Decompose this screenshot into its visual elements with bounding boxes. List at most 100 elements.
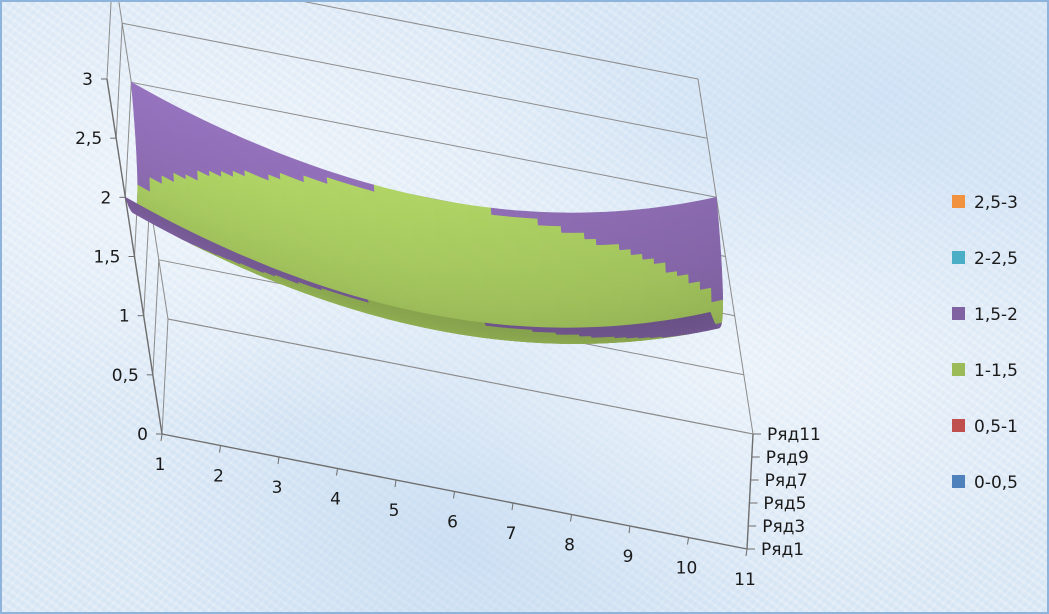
x-tick-label: 5	[389, 501, 400, 521]
surface-patch	[576, 300, 590, 306]
gridline	[106, 2, 699, 80]
surface-patch	[529, 271, 543, 279]
surface-patch	[528, 243, 541, 252]
surface-patch	[582, 219, 596, 227]
surface-patch	[616, 217, 630, 226]
surface-patch	[564, 283, 578, 289]
surface-patch	[565, 318, 579, 323]
surface-patch	[587, 326, 601, 331]
surface-patch	[539, 244, 553, 252]
x-tick-label: 9	[623, 547, 634, 567]
surface-patch	[537, 218, 551, 227]
x-tick-label: 8	[564, 536, 575, 556]
x-tick	[160, 433, 163, 442]
surface-patch	[575, 273, 588, 280]
surface-patch	[565, 308, 578, 313]
surface-patch	[610, 325, 623, 330]
z-tick-label: 0,5	[112, 366, 139, 386]
surface-patch	[540, 261, 554, 269]
x-tick-label: 10	[676, 559, 698, 579]
surface-patch	[513, 210, 527, 219]
surface-patch	[525, 218, 539, 226]
series-tick-label: Ряд7	[765, 471, 808, 491]
surface-patch	[552, 262, 565, 269]
surface-patch	[588, 304, 601, 310]
surface-patch	[577, 321, 590, 326]
x-tick-label: 4	[330, 490, 341, 510]
legend-swatch	[952, 363, 965, 376]
surface-patch	[606, 225, 619, 233]
surface-patch	[561, 239, 575, 247]
surface-patch	[587, 278, 600, 285]
legend-swatch	[952, 307, 965, 320]
surface-patch	[528, 249, 542, 257]
surface-patch	[514, 223, 528, 232]
surface-patch	[516, 236, 529, 245]
surface-patch	[548, 212, 561, 221]
surface-patch	[565, 324, 578, 328]
surface-patch	[599, 291, 612, 298]
surface-patch	[553, 327, 567, 331]
surface-patch	[608, 250, 621, 258]
surface-patch	[584, 245, 598, 252]
surface-patch	[572, 226, 585, 234]
surface-patch	[562, 245, 575, 253]
wall-edge	[697, 78, 754, 435]
surface-patch	[593, 211, 607, 220]
surface-patch	[596, 244, 609, 252]
x-tick	[687, 537, 689, 545]
surface-patch	[540, 256, 553, 264]
surface-patch	[548, 219, 562, 227]
surface-patch	[538, 238, 552, 246]
surface-patch	[599, 296, 612, 302]
surface-patch	[595, 238, 609, 246]
surface-patch	[574, 257, 587, 264]
surface-patch	[598, 326, 612, 330]
surface-patch	[553, 282, 566, 289]
surface-patch	[553, 292, 567, 298]
surface-patch	[542, 282, 555, 289]
surface-patch	[608, 255, 621, 263]
surface-patch	[616, 210, 629, 219]
surface-patch	[526, 224, 540, 233]
surface-patch	[554, 308, 567, 313]
surface-patch	[604, 211, 618, 220]
x-tick-label: 7	[506, 524, 517, 544]
surface-patch	[565, 304, 578, 310]
surface-patch	[564, 273, 577, 280]
surface-patch	[552, 273, 566, 280]
surface-patch	[607, 237, 620, 246]
surface-patch	[560, 219, 573, 227]
surface-patch	[583, 232, 597, 240]
surface-patch	[552, 267, 565, 275]
legend-label: 2,5-3	[974, 193, 1018, 213]
surface-patch	[565, 311, 579, 317]
surface-patch	[577, 312, 590, 317]
surface-patch	[576, 296, 590, 302]
surface-patch	[572, 232, 586, 240]
surface-patch	[549, 225, 562, 234]
surface-patch	[541, 277, 555, 284]
surface-patch	[573, 245, 587, 253]
legend-swatch	[952, 251, 965, 264]
surface-patch	[596, 250, 610, 258]
surface-patch	[577, 315, 590, 320]
surface-patch	[574, 251, 587, 258]
x-tick	[745, 548, 748, 557]
x-tick	[394, 479, 397, 488]
surface-patch	[598, 282, 612, 289]
x-tick	[219, 445, 221, 453]
z-tick-label: 3	[82, 70, 93, 90]
legend-swatch	[952, 195, 965, 208]
x-tick-label: 2	[213, 467, 224, 487]
surface-patch	[585, 256, 599, 264]
series-tick-label: Ряд3	[762, 517, 805, 537]
surface-patch	[565, 300, 578, 306]
legend: 2,5-3 2-2,5 1,5-2 1-1,5 0,5-1 0-0,5	[952, 193, 1018, 493]
surface-patch	[597, 256, 610, 264]
surface-patch	[563, 268, 577, 275]
surface-patch	[575, 268, 588, 275]
surface-patch	[550, 245, 564, 252]
surface-patch	[514, 217, 528, 226]
